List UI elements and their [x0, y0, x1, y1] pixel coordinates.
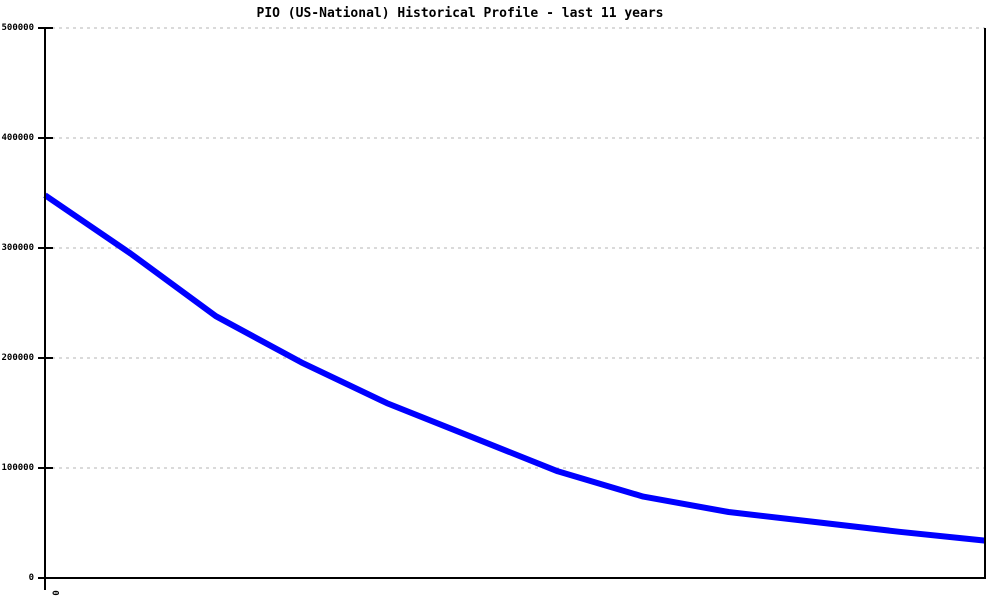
y-axis-tick-label: 500000 — [1, 23, 34, 33]
data-line — [43, 192, 986, 544]
chart-title: PIO (US-National) Historical Profile - l… — [256, 6, 664, 21]
x-axis-tick-label: 0 — [49, 590, 60, 596]
y-axis-tick-label: 300000 — [1, 243, 34, 253]
y-axis-tick-label: 100000 — [1, 463, 34, 473]
y-axis-tick-label: 400000 — [1, 133, 34, 143]
y-axis-tick-label: 0 — [28, 573, 34, 583]
y-axis-tick-label: 200000 — [1, 353, 34, 363]
